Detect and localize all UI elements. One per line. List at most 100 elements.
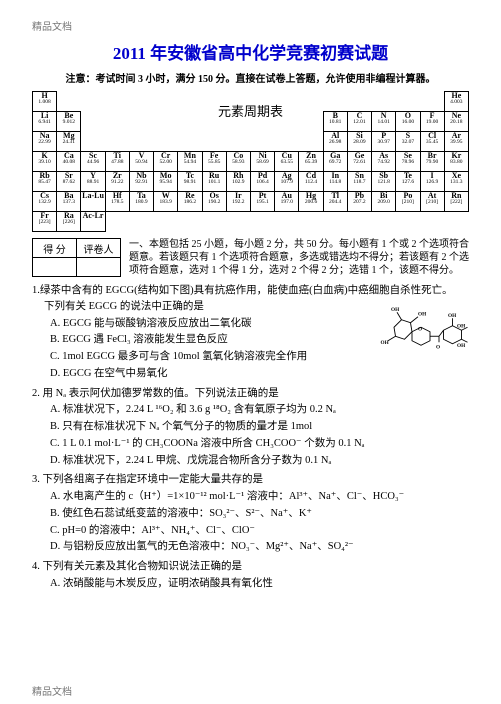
element-mass: 186.2 (178, 200, 201, 206)
score-table: 得 分 评卷人 (32, 238, 121, 277)
element-mass: 207.2 (348, 200, 371, 206)
element-mass: 20.18 (445, 120, 468, 126)
element-mass: 4.003 (445, 100, 468, 106)
element-mass: 107.9 (275, 180, 298, 186)
element-cell: Ir192.2 (226, 192, 250, 212)
q3-option-a: A. 水电离产生的 c（H⁺）=1×10⁻¹² mol·L⁻¹ 溶液中：Al³⁺… (50, 489, 469, 505)
element-cell: V50.94 (129, 152, 153, 172)
element-cell: Rn[222] (444, 192, 468, 212)
element-mass: [222] (445, 200, 468, 206)
element-mass: 40.08 (57, 160, 80, 166)
element-cell: Si28.09 (347, 132, 371, 152)
q1-option-b: B. EGCG 遇 FeCl₃ 溶液能发生显色反应 (50, 332, 374, 348)
element-cell: F19.00 (420, 112, 444, 132)
q3-stem: 3. 下列各组离子在指定环境中一定能大量共存的是 (32, 472, 469, 488)
element-cell: O16.00 (396, 112, 420, 132)
score-cell-label-1: 得 分 (33, 239, 77, 258)
element-mass: 195.1 (251, 200, 274, 206)
element-cell: Al26.98 (323, 132, 347, 152)
element-cell: Ra[226] (57, 212, 81, 232)
svg-text:OH: OH (457, 343, 465, 349)
element-mass: 9.012 (57, 120, 80, 126)
element-cell: As74.92 (372, 152, 396, 172)
element-mass: 52.00 (154, 160, 177, 166)
element-cell: Ca40.08 (57, 152, 81, 172)
element-mass: [210] (396, 200, 419, 206)
element-mass: 26.98 (324, 140, 347, 146)
element-cell: S32.07 (396, 132, 420, 152)
element-cell: Cd112.4 (299, 172, 323, 192)
element-cell: Tl204.4 (323, 192, 347, 212)
element-mass: 58.93 (227, 160, 250, 166)
q4-stem: 4. 下列有关元素及其化合物知识说法正确的是 (32, 559, 469, 575)
questions-block: 1.绿茶中含有的 EGCG(结构如下图)具有抗癌作用，能使血癌(白血病)中癌细胞… (32, 283, 469, 592)
periodic-table-region: 元素周期表 H1.008He4.003Li6.941Be9.012B10.81C… (32, 91, 469, 232)
q2-option-a: A. 标准状况下，2.24 L ¹⁶O₂ 和 3.6 g ¹⁸O₂ 含有氧原子均… (50, 402, 469, 418)
element-mass: 131.3 (445, 180, 468, 186)
question-2: 2. 用 Nₐ 表示阿伏加德罗常数的值。下列说法正确的是 A. 标准状况下，2.… (32, 386, 469, 469)
element-cell: Sb121.8 (372, 172, 396, 192)
element-cell: Ti47.88 (105, 152, 129, 172)
page-footer-badge: 精品文档 (32, 683, 72, 698)
svg-text:O: O (418, 326, 422, 332)
element-cell: Tc98.91 (178, 172, 202, 192)
element-mass: 192.2 (227, 200, 250, 206)
document-title: 2011 年安徽省高中化学竞赛初赛试题 (32, 39, 469, 64)
svg-text:OH: OH (457, 323, 465, 329)
q3-option-b: B. 使红色石蕊试纸变蓝的溶液中：SO₃²⁻、S²⁻、Na⁺、K⁺ (50, 506, 469, 522)
q3-option-c: C. pH=0 的溶液中：Al³⁺、NH₄⁺、Cl⁻、ClO⁻ (50, 523, 469, 539)
element-cell: Li6.941 (33, 112, 57, 132)
element-cell: W183.9 (154, 192, 178, 212)
element-cell: Ne20.18 (444, 112, 468, 132)
element-mass: 178.5 (106, 200, 129, 206)
element-cell: Se78.96 (396, 152, 420, 172)
exam-notice: 注意：考试时间 3 小时，满分 150 分。直接在试卷上答题，允许使用非编程计算… (32, 70, 469, 85)
element-cell: Na22.99 (33, 132, 57, 152)
score-and-instructions-row: 得 分 评卷人 一、本题包括 25 小题，每小题 2 分，共 50 分。每小题有… (32, 238, 469, 277)
element-mass: 24.31 (57, 140, 80, 146)
element-mass: [210] (421, 200, 444, 206)
element-mass: 180.9 (130, 200, 153, 206)
element-mass: 1.008 (33, 100, 56, 106)
element-mass: 32.07 (396, 140, 419, 146)
element-mass: 19.00 (421, 120, 444, 126)
element-mass: 126.9 (421, 180, 444, 186)
element-cell: Sn118.7 (347, 172, 371, 192)
element-cell: Nb92.91 (129, 172, 153, 192)
q1-option-a: A. EGCG 能与碳酸钠溶液反应放出二氧化碳 (50, 316, 374, 332)
q2-option-d: D. 标准状况下，2.24 L 甲烷、戊烷混合物所含分子数为 0.1 Nₐ (50, 453, 469, 469)
question-3: 3. 下列各组离子在指定环境中一定能大量共存的是 A. 水电离产生的 c（H⁺）… (32, 472, 469, 555)
element-cell: H1.008 (33, 92, 57, 112)
element-mass: 74.92 (372, 160, 395, 166)
element-mass: 55.85 (203, 160, 226, 166)
element-mass: 91.22 (106, 180, 129, 186)
element-mass: 63.55 (275, 160, 298, 166)
element-mass: 200.6 (299, 200, 322, 206)
element-mass: 50.94 (130, 160, 153, 166)
element-symbol: Ac-Lr (81, 212, 104, 220)
element-cell: Co58.93 (226, 152, 250, 172)
element-cell: Te127.6 (396, 172, 420, 192)
element-mass: 112.4 (299, 180, 322, 186)
question-4: 4. 下列有关元素及其化合物知识说法正确的是 A. 浓硝酸能与木炭反应，证明浓硝… (32, 559, 469, 592)
element-mass: [223] (33, 220, 56, 226)
q1-option-c: C. 1mol EGCG 最多可与含 10mol 氢氧化钠溶液完全作用 (50, 349, 374, 365)
element-mass: 132.9 (33, 200, 56, 206)
element-cell: Po[210] (396, 192, 420, 212)
element-cell: Cu63.55 (275, 152, 299, 172)
svg-text:O: O (436, 344, 440, 350)
element-mass: 183.9 (154, 200, 177, 206)
q2-stem: 2. 用 Nₐ 表示阿伏加德罗常数的值。下列说法正确的是 (32, 386, 469, 402)
element-cell: Ar39.95 (444, 132, 468, 152)
element-mass: 39.10 (33, 160, 56, 166)
element-mass: 197.0 (275, 200, 298, 206)
element-mass: 58.69 (251, 160, 274, 166)
element-cell: Kr83.80 (444, 152, 468, 172)
element-mass: 39.95 (445, 140, 468, 146)
element-mass: 92.91 (130, 180, 153, 186)
element-mass: 44.96 (81, 160, 104, 166)
element-cell: Rb85.47 (33, 172, 57, 192)
element-mass: 209.0 (372, 200, 395, 206)
element-cell: In114.8 (323, 172, 347, 192)
element-mass: 190.2 (203, 200, 226, 206)
